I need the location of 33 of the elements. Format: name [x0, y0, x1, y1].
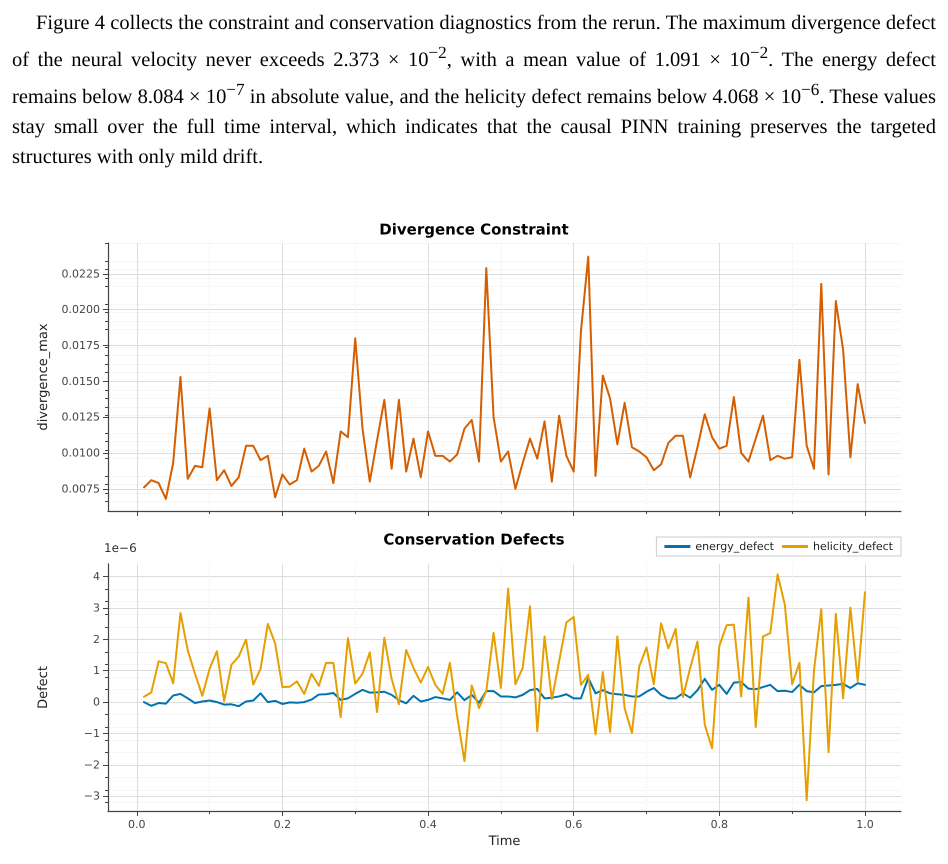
y-tick-label: 0 [93, 696, 100, 709]
y-tick-label: 3 [93, 601, 100, 614]
x-tick-label: 0.0 [128, 818, 146, 831]
text: Figure 4 collects the constraint and conservation diagnostics from the rerun. The maximum divergence defect of the neural velocity never exceeds 2.373 × 10$^{−2}$, with a mean value of 1.091 × 10$^{−2}$. The energy defect remains below 8.084 × 10$^{−7}$ in absolute value, and the helicity defect remains below 4.068 × 10$^{−6}$. These values stay small over the full time interval, which indicates that the causal PINN training preserves the targeted structures with only mild drift. [12, 12, 936, 168]
y-tick-label: 0.0150 [62, 374, 100, 388]
legend-label: energy_defect [695, 540, 775, 553]
y-tick-label: 0.0200 [62, 303, 100, 316]
text: 1e−6 [104, 541, 137, 555]
y-tick-label: 1 [93, 664, 100, 678]
x-tick-label: 0.4 [419, 818, 437, 831]
y-tick-label: 0.0125 [62, 410, 100, 424]
x-axis-title: Time [488, 834, 520, 849]
y-tick-label: −1 [84, 726, 100, 740]
line-series [143, 256, 866, 500]
x-tick-label: 1.0 [856, 818, 874, 831]
y-tick-label: −2 [84, 758, 100, 772]
y-tick-label: 0.0100 [62, 446, 100, 460]
y-tick-label: 2 [93, 632, 100, 646]
y-axis-title: Defect [36, 666, 51, 709]
chart-title: Divergence Constraint [379, 220, 569, 238]
y-tick-label: 4 [93, 570, 100, 584]
legend-label: helicity_defect [812, 540, 894, 553]
line-series [143, 573, 866, 802]
x-tick-label: 0.8 [710, 818, 728, 831]
chart-title: Conservation Defects [383, 530, 565, 548]
y-tick-label: 0.0175 [62, 338, 100, 352]
x-tick-label: 0.6 [564, 818, 582, 831]
y-tick-label: 0.0225 [62, 267, 100, 280]
y-tick-label: −3 [84, 790, 100, 803]
y-axis-title: divergence_max [36, 323, 51, 431]
line-series [143, 676, 866, 708]
x-tick-label: 0.2 [274, 818, 292, 831]
y-tick-label: 0.0075 [62, 482, 100, 496]
